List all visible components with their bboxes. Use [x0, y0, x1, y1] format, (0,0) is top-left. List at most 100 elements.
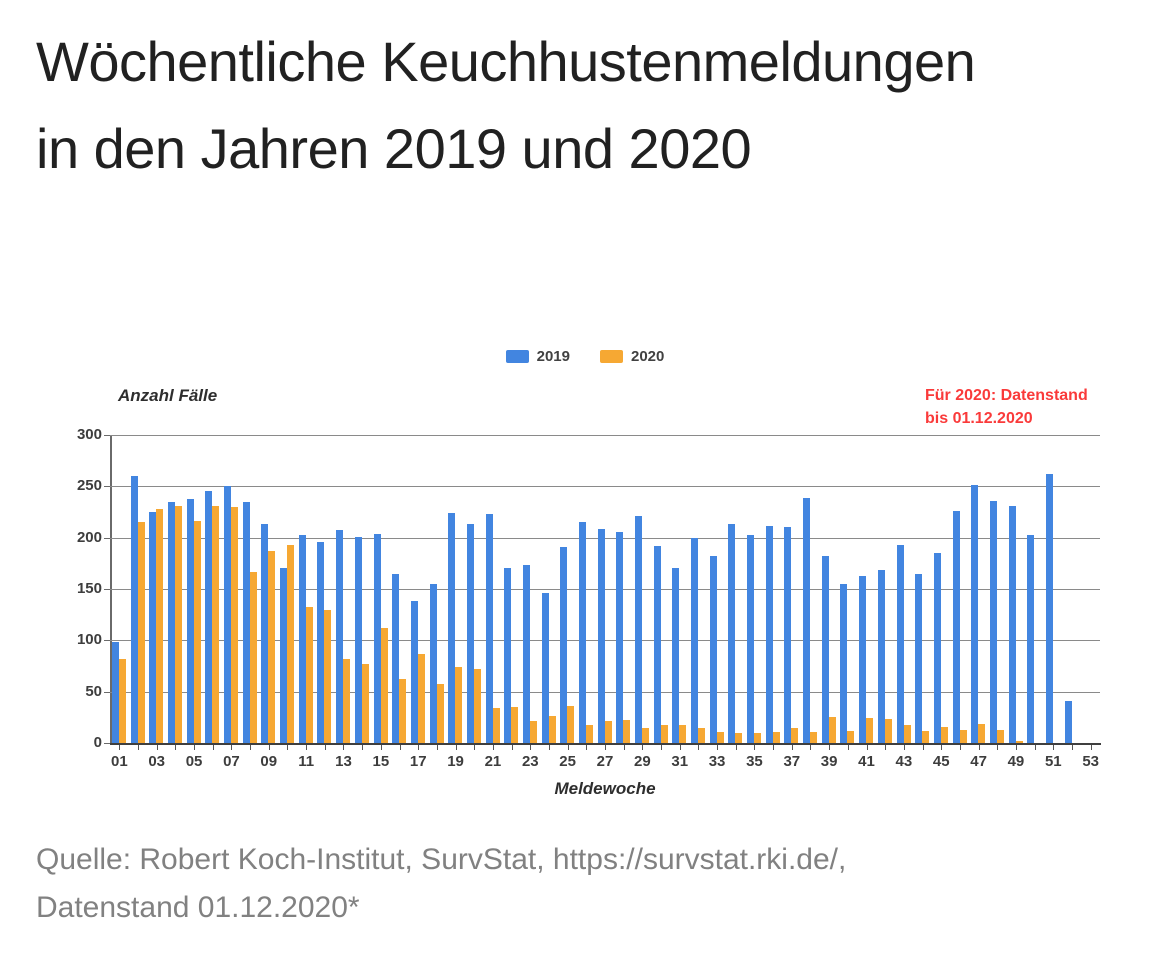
annotation-line-1: Für 2020: Datenstand — [925, 387, 1088, 404]
bar-2019-week-07 — [224, 486, 232, 743]
bar-2019-week-12 — [317, 541, 325, 743]
x-tick-label-39: 39 — [820, 753, 838, 770]
x-tick-30 — [661, 745, 663, 750]
bar-2019-week-08 — [242, 501, 250, 743]
bar-2020-week-37 — [791, 727, 799, 743]
x-tick-16 — [399, 745, 401, 750]
x-tick-label-45: 45 — [932, 753, 950, 770]
bar-2020-week-11 — [305, 607, 313, 743]
bar-2019-week-09 — [261, 524, 269, 743]
bar-2020-week-38 — [810, 731, 818, 743]
x-tick-12 — [324, 745, 326, 750]
bar-2020-week-39 — [828, 717, 836, 743]
bar-2020-week-43 — [903, 724, 911, 743]
source-text: Quelle: Robert Koch-Institut, SurvStat, … — [36, 836, 1146, 932]
x-tick-50 — [1034, 745, 1036, 750]
y-tick-label-100: 100 — [76, 631, 102, 649]
plot-area — [110, 435, 1100, 743]
bar-2019-week-03 — [149, 512, 157, 743]
x-tick-41 — [866, 745, 868, 750]
y-tick-label-50: 50 — [85, 682, 102, 700]
x-tick-label-41: 41 — [858, 753, 875, 770]
bar-2020-week-03 — [156, 508, 164, 743]
bar-2019-week-05 — [186, 498, 194, 743]
bar-2020-week-28 — [623, 720, 631, 743]
bar-2019-week-50 — [1027, 534, 1035, 743]
bar-2020-week-26 — [585, 724, 593, 743]
x-tick-53 — [1090, 745, 1092, 750]
bar-2019-week-15 — [373, 533, 381, 743]
bar-2019-week-11 — [298, 534, 306, 743]
bar-2020-week-04 — [175, 505, 183, 743]
bar-2019-week-51 — [1045, 474, 1053, 743]
bar-2020-week-10 — [287, 544, 295, 743]
x-tick-label-21: 21 — [484, 753, 502, 770]
bar-2019-week-33 — [709, 556, 717, 743]
x-tick-05 — [194, 745, 196, 750]
legend-swatch-2020 — [600, 349, 623, 363]
x-tick-27 — [605, 745, 606, 750]
x-tick-label-01: 01 — [110, 753, 128, 770]
x-tick-02 — [138, 745, 140, 750]
x-tick-11 — [306, 745, 308, 750]
bar-2020-week-41 — [866, 718, 874, 743]
bar-2019-week-16 — [392, 573, 400, 743]
bar-2019-week-44 — [915, 573, 923, 743]
bar-2020-week-42 — [884, 719, 892, 743]
x-tick-34 — [735, 745, 737, 750]
gridline-300 — [110, 435, 1100, 436]
bar-2019-week-37 — [784, 527, 792, 743]
x-tick-14 — [362, 745, 364, 750]
x-tick-32 — [698, 745, 700, 750]
y-tick-0 — [104, 743, 110, 744]
bar-2019-week-49 — [1008, 505, 1016, 743]
x-tick-label-17: 17 — [409, 753, 427, 770]
x-tick-label-05: 05 — [185, 753, 203, 770]
bar-2019-week-10 — [280, 568, 288, 743]
bar-2019-week-30 — [653, 545, 661, 743]
bar-2019-week-25 — [560, 546, 568, 743]
x-tick-label-47: 47 — [970, 753, 987, 770]
bar-2020-week-15 — [380, 628, 388, 743]
x-tick-38 — [810, 745, 812, 750]
bar-2019-week-38 — [803, 497, 811, 743]
bar-2019-week-13 — [336, 530, 344, 743]
x-tick-label-27: 27 — [596, 753, 614, 770]
x-tick-47 — [978, 745, 980, 750]
x-tick-03 — [156, 745, 158, 750]
bar-2019-week-28 — [616, 531, 624, 743]
y-tick-label-200: 200 — [76, 528, 102, 546]
y-tick-250 — [104, 486, 110, 488]
bar-2020-week-34 — [735, 732, 743, 743]
x-tick-45 — [941, 745, 943, 750]
bar-2020-week-07 — [231, 506, 239, 743]
x-tick-label-51: 51 — [1044, 753, 1062, 770]
x-tick-label-35: 35 — [746, 753, 763, 770]
bar-2019-week-32 — [691, 537, 699, 743]
bar-2020-week-20 — [473, 669, 481, 743]
bar-2019-week-06 — [205, 491, 213, 743]
bar-2019-week-24 — [541, 593, 549, 743]
bar-2020-week-33 — [716, 731, 724, 743]
bar-2019-week-02 — [130, 476, 138, 743]
data-status-annotation: Für 2020: Datenstand bis 01.12.2020 — [925, 384, 1125, 430]
bar-2019-week-14 — [354, 536, 362, 743]
bar-2019-week-47 — [971, 485, 979, 743]
x-tick-07 — [231, 745, 233, 750]
x-tick-17 — [418, 745, 420, 750]
y-tick-label-0: 0 — [93, 734, 102, 751]
x-tick-33 — [717, 745, 719, 750]
x-axis-line — [110, 743, 1101, 745]
bar-2019-week-20 — [466, 524, 474, 743]
bar-2020-week-22 — [511, 707, 519, 743]
x-tick-28 — [623, 745, 625, 750]
bar-2020-week-44 — [922, 730, 930, 743]
bar-2020-week-29 — [642, 727, 650, 743]
y-tick-200 — [104, 537, 110, 539]
x-tick-43 — [903, 745, 905, 750]
chart-title: Wöchentliche Keuchhustenmeldungen in den… — [36, 30, 976, 180]
x-tick-37 — [791, 745, 793, 750]
bar-2020-week-49 — [1015, 740, 1023, 743]
bar-2020-week-08 — [249, 571, 257, 743]
